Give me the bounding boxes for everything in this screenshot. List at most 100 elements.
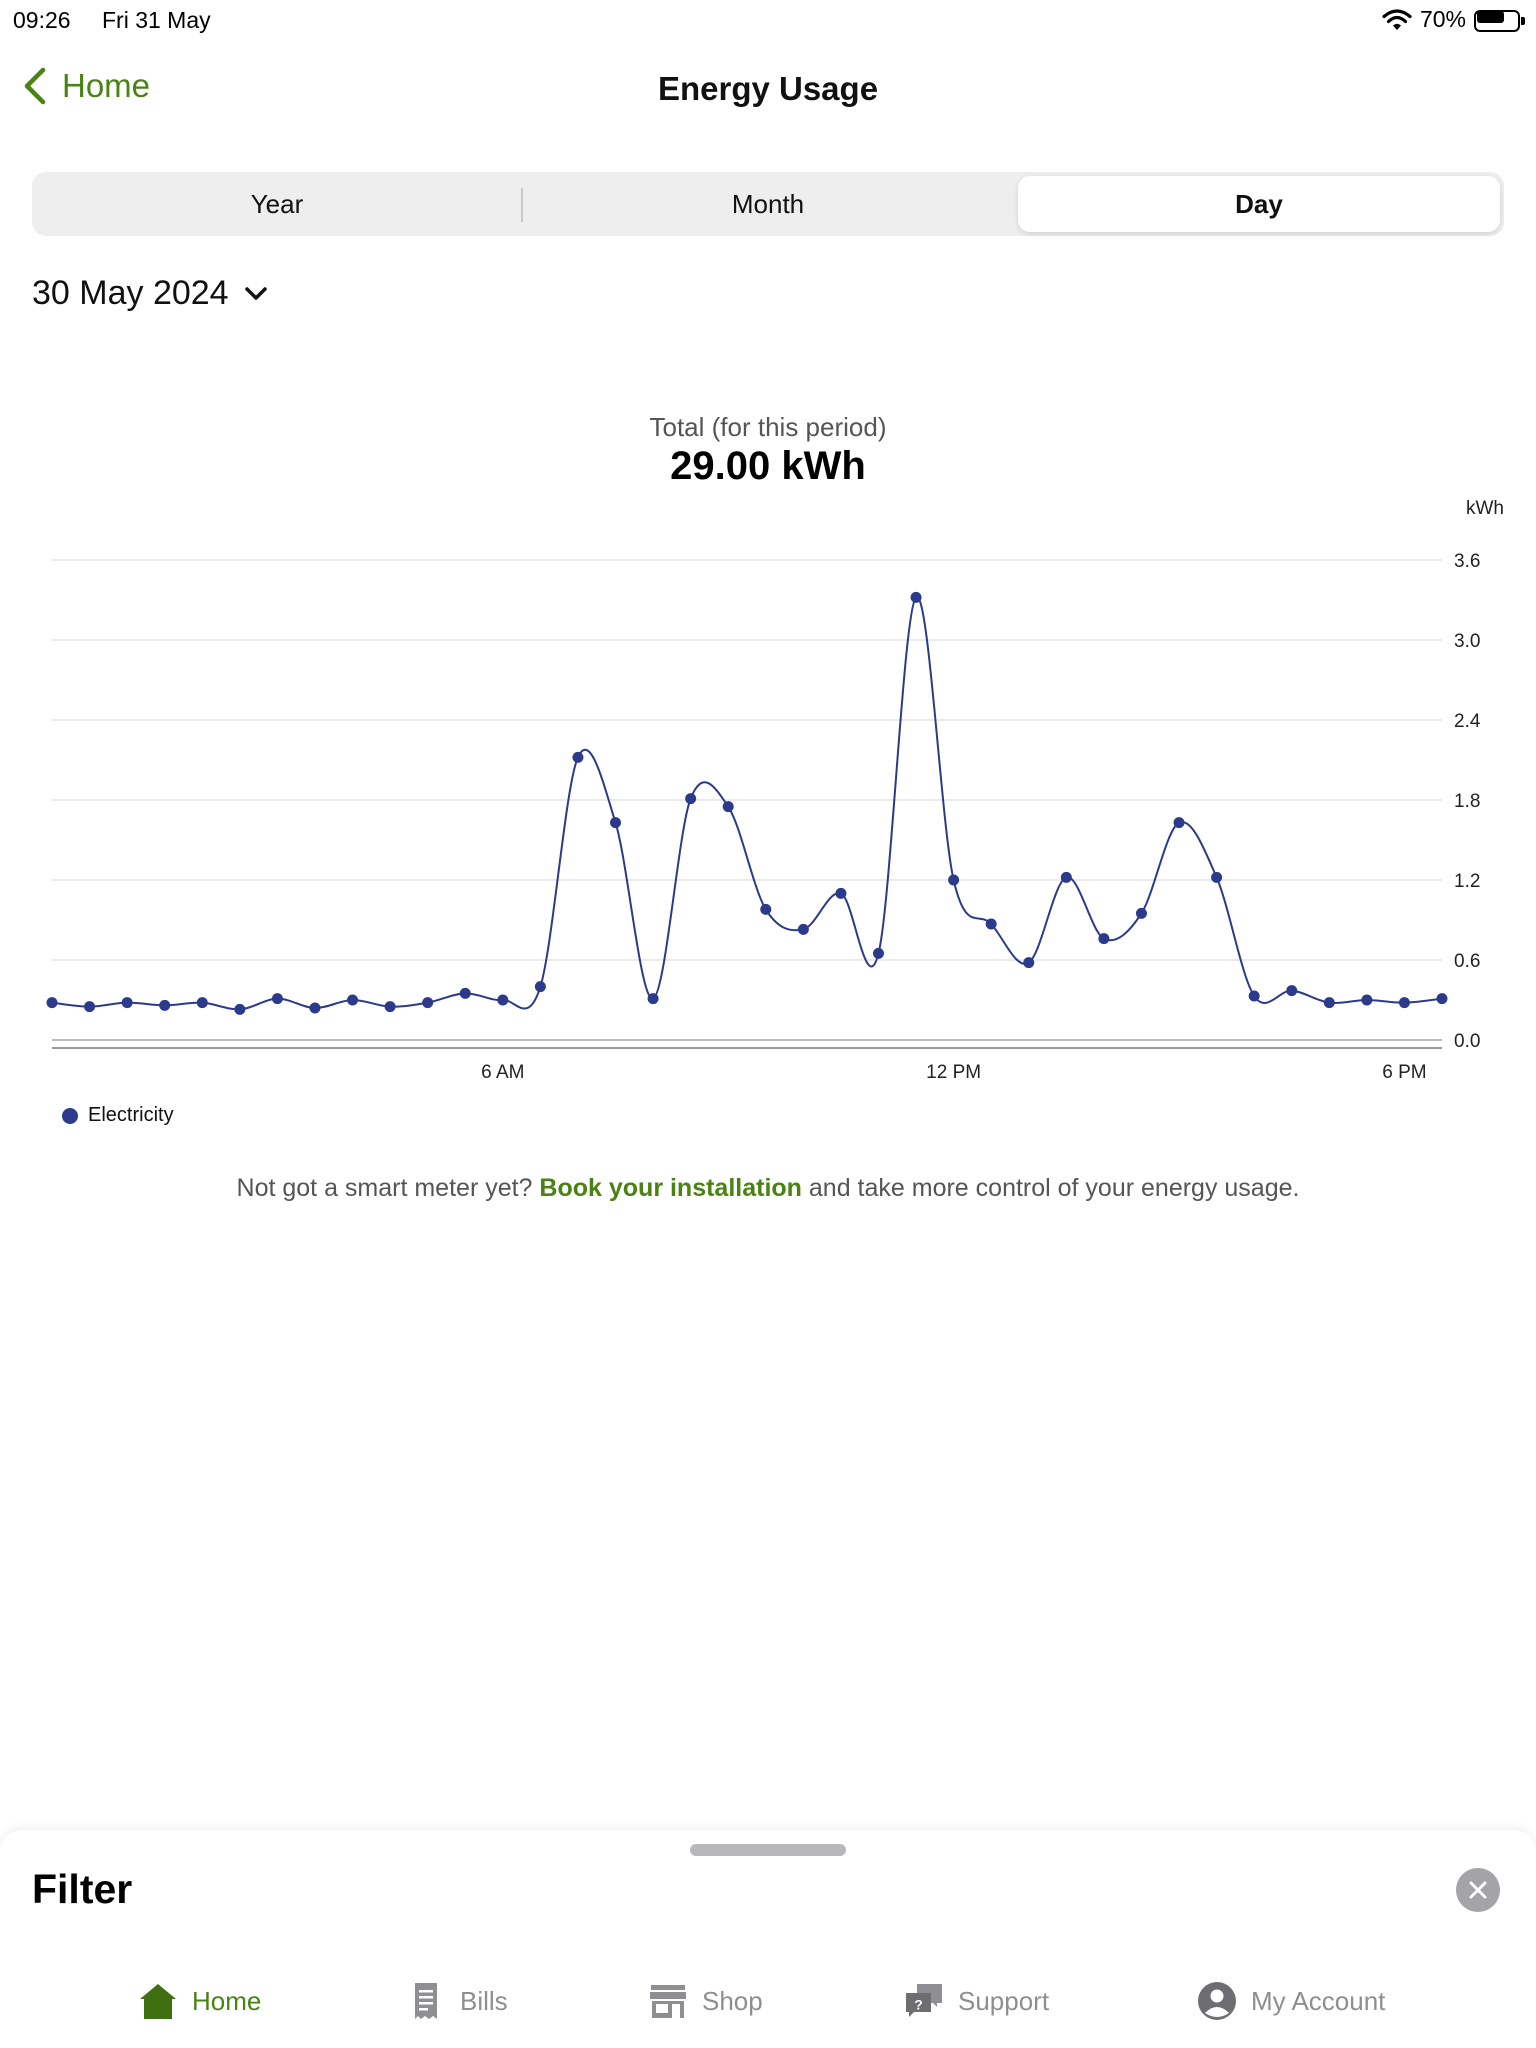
data-point <box>685 793 697 805</box>
x-tick-label: 12 PM <box>926 1062 981 1083</box>
promo-prefix: Not got a smart meter yet? <box>236 1174 540 1202</box>
home-icon <box>140 1984 176 2019</box>
data-point <box>159 999 171 1011</box>
data-point <box>196 997 208 1009</box>
tab-my-account[interactable]: My Account <box>1197 1970 1385 2032</box>
data-point <box>1060 871 1072 883</box>
tab-bar: Home Bills Shop ? Support <box>0 1970 1536 2032</box>
data-point <box>234 1003 246 1015</box>
account-icon <box>1198 1982 1236 2020</box>
filter-sheet: Filter <box>0 1830 1536 2048</box>
data-point <box>84 1001 96 1013</box>
chevron-down-icon <box>244 286 267 300</box>
tab-support[interactable]: ? Support <box>904 1970 1049 2032</box>
data-point <box>910 591 922 603</box>
y-tick-label: 1.8 <box>1454 791 1480 812</box>
smart-meter-promo: Not got a smart meter yet? Book your ins… <box>0 1174 1536 1203</box>
promo-suffix: and take more control of your energy usa… <box>801 1174 1300 1202</box>
total-value: 29.00 kWh <box>670 444 866 488</box>
data-point <box>948 874 960 886</box>
data-point <box>872 947 884 959</box>
data-point <box>459 987 471 999</box>
close-button[interactable] <box>1456 1868 1500 1912</box>
wifi-icon <box>1382 8 1412 30</box>
sheet-grabber[interactable] <box>690 1844 846 1856</box>
y-tick-label: 2.4 <box>1454 711 1481 732</box>
chat-help-icon: ? <box>906 1984 942 2017</box>
date-label: 30 May 2024 <box>32 274 229 312</box>
data-point <box>572 751 584 763</box>
status-time: 09:26 <box>13 7 71 33</box>
data-point <box>271 993 283 1005</box>
chevron-left-icon <box>24 67 46 105</box>
data-point <box>835 887 847 899</box>
tab-home-label: Home <box>192 1985 262 2016</box>
data-point <box>497 994 509 1006</box>
y-tick-label: 3.6 <box>1454 551 1480 572</box>
data-point <box>1398 997 1410 1009</box>
data-point <box>347 994 359 1006</box>
x-tick-label: 6 PM <box>1382 1062 1426 1083</box>
data-point <box>121 997 133 1009</box>
data-point <box>46 997 58 1009</box>
data-point <box>1286 985 1298 997</box>
status-bar: 09:26 Fri 31 May 70% <box>0 0 1536 40</box>
y-unit-label: kWh <box>1466 498 1504 519</box>
data-point <box>1323 997 1335 1009</box>
y-tick-label: 1.2 <box>1454 871 1480 892</box>
data-point <box>309 1002 321 1014</box>
data-point <box>534 981 546 993</box>
data-point <box>722 801 734 813</box>
data-point <box>1211 871 1223 883</box>
tab-bills[interactable]: Bills <box>406 1970 508 2032</box>
tab-home[interactable]: Home <box>138 1970 261 2032</box>
period-segmented-control: Year Month Day <box>32 172 1504 236</box>
data-point <box>1023 957 1035 969</box>
tab-support-label: Support <box>958 1985 1050 2016</box>
y-tick-label: 0.6 <box>1454 951 1480 972</box>
data-point <box>1436 993 1448 1005</box>
segment-day[interactable]: Day <box>1018 176 1500 232</box>
close-icon <box>1469 1881 1487 1899</box>
data-point <box>1135 907 1147 919</box>
segment-month[interactable]: Month <box>731 188 805 219</box>
y-tick-label: 3.0 <box>1454 631 1480 652</box>
legend-dot <box>62 1107 78 1124</box>
data-point <box>1173 817 1185 829</box>
store-icon <box>650 1985 686 2018</box>
data-point <box>384 1001 396 1013</box>
status-date: Fri 31 May <box>102 7 211 33</box>
series-line-electricity <box>51 596 1443 1011</box>
status-right: 70% <box>1382 6 1526 33</box>
book-installation-link[interactable]: Book your installation <box>539 1174 802 1202</box>
energy-line-chart: kWh 3.6 3.0 2.4 1.8 1.2 0.6 0.0 6 AM 12 PM 6 PM <box>46 498 1504 1083</box>
svg-text:?: ? <box>914 1997 923 2013</box>
battery-percent: 70% <box>1419 6 1466 32</box>
segment-divider <box>521 188 523 222</box>
tab-shop[interactable]: Shop <box>648 1970 763 2032</box>
total-label: Total (for this period) <box>649 412 887 442</box>
data-point <box>985 918 997 930</box>
tab-shop-label: Shop <box>702 1985 763 2016</box>
data-point <box>797 923 809 935</box>
y-tick-label: 0.0 <box>1454 1031 1480 1052</box>
data-point <box>1098 933 1110 945</box>
data-point <box>647 993 659 1005</box>
data-point <box>1248 990 1260 1002</box>
data-point <box>760 903 772 915</box>
x-tick-label: 6 AM <box>481 1062 524 1083</box>
battery-icon <box>1474 8 1526 32</box>
date-picker[interactable]: 30 May 2024 <box>32 274 269 313</box>
data-point <box>422 997 434 1009</box>
data-point <box>610 817 622 829</box>
tab-bills-label: Bills <box>460 1985 508 2016</box>
legend-label: Electricity <box>88 1104 174 1126</box>
receipt-icon <box>415 1983 437 2019</box>
chart-legend: Electricity <box>62 1104 174 1127</box>
segment-year[interactable]: Year <box>250 188 304 219</box>
sheet-title: Filter <box>32 1866 133 1912</box>
back-label: Home <box>62 67 151 104</box>
data-point <box>1361 994 1373 1006</box>
tab-my-account-label: My Account <box>1251 1985 1386 2016</box>
back-button[interactable]: Home <box>22 66 150 106</box>
